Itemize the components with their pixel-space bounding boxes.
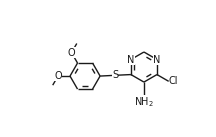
Text: N: N <box>127 55 135 65</box>
Text: NH$_2$: NH$_2$ <box>134 95 154 109</box>
Text: N: N <box>153 55 161 65</box>
Text: Cl: Cl <box>169 76 178 86</box>
Text: O: O <box>68 48 75 58</box>
Text: O: O <box>54 71 62 81</box>
Text: S: S <box>112 70 118 80</box>
